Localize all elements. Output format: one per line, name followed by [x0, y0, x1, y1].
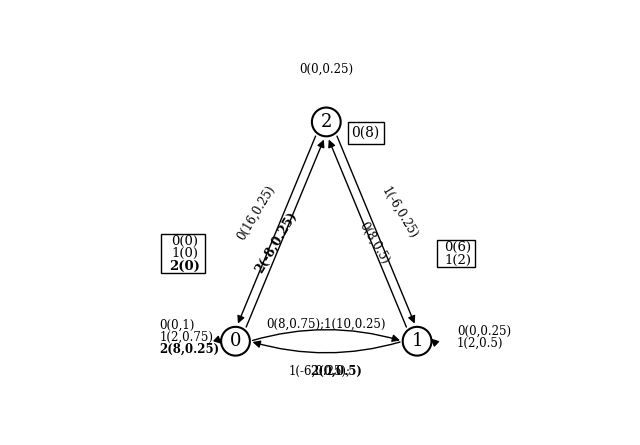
Text: 1(-6,0.25): 1(-6,0.25)	[380, 185, 420, 241]
Text: 2(8,0.25): 2(8,0.25)	[159, 343, 220, 356]
Text: 0(8,0.5): 0(8,0.5)	[356, 219, 392, 266]
Text: 0(0,0.25): 0(0,0.25)	[300, 62, 353, 75]
Text: 0(0): 0(0)	[172, 235, 198, 248]
Text: 2(0): 2(0)	[170, 260, 200, 273]
Text: 1(2,0.5): 1(2,0.5)	[457, 337, 503, 350]
Circle shape	[221, 327, 250, 356]
FancyBboxPatch shape	[437, 240, 476, 267]
Text: 0(6): 0(6)	[444, 241, 471, 254]
Text: 1: 1	[412, 332, 423, 350]
Text: 0(0,1): 0(0,1)	[159, 318, 195, 331]
Text: 0: 0	[230, 332, 241, 350]
Text: 0(8): 0(8)	[351, 126, 380, 140]
Text: 2: 2	[321, 113, 332, 131]
Text: 2(0,0.5): 2(0,0.5)	[310, 365, 362, 378]
Text: 2(-8,0.25): 2(-8,0.25)	[253, 210, 300, 275]
Text: 0(0,0.25): 0(0,0.25)	[457, 324, 511, 337]
Text: 0(16,0.25): 0(16,0.25)	[235, 183, 278, 243]
Circle shape	[312, 108, 340, 136]
Text: 1(2): 1(2)	[444, 254, 471, 267]
FancyBboxPatch shape	[161, 234, 205, 273]
Circle shape	[403, 327, 431, 356]
Text: 0(8,0.75);1(10,0.25): 0(8,0.75);1(10,0.25)	[266, 318, 386, 331]
Text: 1(-6,0.25);: 1(-6,0.25);	[289, 365, 351, 378]
Text: 1(0): 1(0)	[172, 247, 198, 260]
Text: 1(2,0.75): 1(2,0.75)	[159, 331, 213, 344]
